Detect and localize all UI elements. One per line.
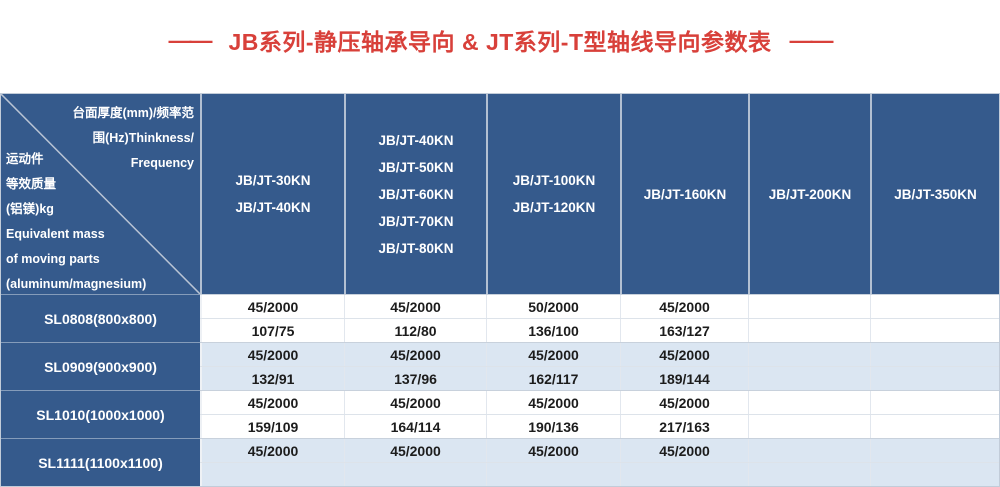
data-cell: 137/96 bbox=[344, 367, 486, 390]
data-cell: 190/136 bbox=[486, 415, 620, 438]
table-row-sl1010: SL1010(1000x1000) 45/2000 45/2000 45/200… bbox=[1, 390, 999, 438]
column-header-350kn: JB/JT-350KN bbox=[870, 94, 999, 294]
corner-thickness-frequency-label: 台面厚度(mm)/频率范 围(Hz)Thinkness/ Frequency bbox=[72, 106, 194, 170]
data-cell: 162/117 bbox=[486, 367, 620, 390]
data-cell: 45/2000 bbox=[200, 295, 344, 318]
row-label-sl1010: SL1010(1000x1000) bbox=[1, 390, 200, 438]
sl1010-thickness-frequency-row: 45/2000 45/2000 45/2000 45/2000 bbox=[200, 390, 999, 414]
column-header-160kn: JB/JT-160KN bbox=[620, 94, 748, 294]
data-cell bbox=[870, 295, 999, 318]
column-header-200kn: JB/JT-200KN bbox=[748, 94, 870, 294]
data-cell: 163/127 bbox=[620, 319, 748, 342]
sl0808-thickness-frequency-row: 45/2000 45/2000 50/2000 45/2000 bbox=[200, 294, 999, 318]
data-cell: 45/2000 bbox=[620, 295, 748, 318]
title-dash-left: —— bbox=[168, 26, 213, 53]
data-cell: 136/100 bbox=[486, 319, 620, 342]
sl0909-mass-row: 132/91 137/96 162/117 189/144 bbox=[200, 366, 999, 390]
sl0808-mass-row: 107/75 112/80 136/100 163/127 bbox=[200, 318, 999, 342]
data-cell bbox=[620, 463, 748, 486]
table-row-sl0909: SL0909(900x900) 45/2000 45/2000 45/2000 … bbox=[1, 342, 999, 390]
parameter-table: 台面厚度(mm)/频率范 围(Hz)Thinkness/ Frequency 运… bbox=[0, 93, 1000, 487]
data-cell: 112/80 bbox=[344, 319, 486, 342]
data-cell bbox=[748, 439, 870, 462]
data-cell: 45/2000 bbox=[620, 439, 748, 462]
row-label-sl0808: SL0808(800x800) bbox=[1, 294, 200, 342]
data-cell: 45/2000 bbox=[200, 343, 344, 366]
row-label-sl1111: SL1111(1100x1100) bbox=[1, 438, 200, 486]
data-cell: 132/91 bbox=[200, 367, 344, 390]
table-row-sl1111: SL1111(1100x1100) 45/2000 45/2000 45/200… bbox=[1, 438, 999, 486]
sl0909-thickness-frequency-row: 45/2000 45/2000 45/2000 45/2000 bbox=[200, 342, 999, 366]
data-cell bbox=[870, 391, 999, 414]
column-header-30-40kn: JB/JT-30KN JB/JT-40KN bbox=[200, 94, 344, 294]
row-label-sl0909: SL0909(900x900) bbox=[1, 342, 200, 390]
data-cell bbox=[344, 463, 486, 486]
page-title-text: JB系列-静压轴承导向 & JT系列-T型轴线导向参数表 bbox=[228, 29, 772, 55]
sl1111-mass-row bbox=[200, 462, 999, 486]
data-cell: 45/2000 bbox=[344, 391, 486, 414]
data-cell bbox=[870, 463, 999, 486]
data-cell bbox=[748, 319, 870, 342]
data-cell: 45/2000 bbox=[620, 343, 748, 366]
column-header-100-120kn: JB/JT-100KN JB/JT-120KN bbox=[486, 94, 620, 294]
page-title: —— JB系列-静压轴承导向 & JT系列-T型轴线导向参数表 —— bbox=[0, 0, 1000, 70]
data-cell: 107/75 bbox=[200, 319, 344, 342]
data-cell: 45/2000 bbox=[200, 391, 344, 414]
data-cell: 189/144 bbox=[620, 367, 748, 390]
data-cell: 45/2000 bbox=[200, 439, 344, 462]
data-cell: 45/2000 bbox=[344, 343, 486, 366]
data-cell bbox=[870, 319, 999, 342]
data-cell bbox=[870, 343, 999, 366]
data-cell bbox=[748, 463, 870, 486]
data-cell: 159/109 bbox=[200, 415, 344, 438]
diagonal-divider-line bbox=[1, 94, 200, 294]
data-cell: 45/2000 bbox=[486, 343, 620, 366]
data-cell bbox=[200, 463, 344, 486]
data-cell bbox=[870, 439, 999, 462]
data-cell bbox=[870, 415, 999, 438]
data-cell bbox=[748, 391, 870, 414]
corner-equivalent-mass-label: 运动件 等效质量 (铝镁)kg Equivalent mass of movin… bbox=[6, 152, 147, 291]
table-header-row: 台面厚度(mm)/频率范 围(Hz)Thinkness/ Frequency 运… bbox=[1, 94, 999, 294]
data-cell bbox=[748, 343, 870, 366]
data-cell: 45/2000 bbox=[344, 295, 486, 318]
sl1111-thickness-frequency-row: 45/2000 45/2000 45/2000 45/2000 bbox=[200, 438, 999, 462]
corner-header-cell: 台面厚度(mm)/频率范 围(Hz)Thinkness/ Frequency 运… bbox=[1, 94, 200, 294]
data-cell bbox=[748, 295, 870, 318]
data-cell: 45/2000 bbox=[344, 439, 486, 462]
data-cell: 217/163 bbox=[620, 415, 748, 438]
title-dash-right: —— bbox=[789, 26, 834, 53]
data-cell: 45/2000 bbox=[620, 391, 748, 414]
table-row-sl0808: SL0808(800x800) 45/2000 45/2000 50/2000 … bbox=[1, 294, 999, 342]
data-cell: 50/2000 bbox=[486, 295, 620, 318]
data-cell: 164/114 bbox=[344, 415, 486, 438]
data-cell: 45/2000 bbox=[486, 391, 620, 414]
data-cell bbox=[748, 367, 870, 390]
data-cell bbox=[486, 463, 620, 486]
column-header-40-80kn: JB/JT-40KN JB/JT-50KN JB/JT-60KN JB/JT-7… bbox=[344, 94, 486, 294]
data-cell bbox=[748, 415, 870, 438]
data-cell: 45/2000 bbox=[486, 439, 620, 462]
data-cell bbox=[870, 367, 999, 390]
sl1010-mass-row: 159/109 164/114 190/136 217/163 bbox=[200, 414, 999, 438]
